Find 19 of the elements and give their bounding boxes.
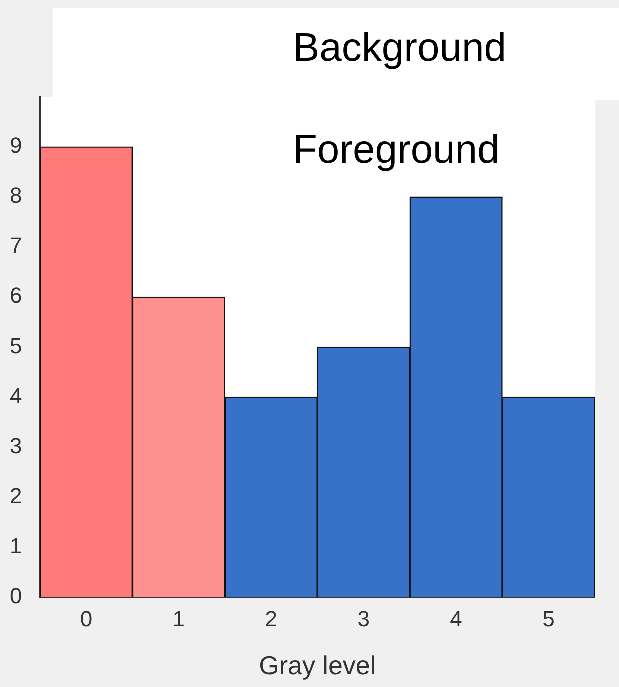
y-tick-label: 8 bbox=[10, 183, 22, 208]
x-tick-label: 4 bbox=[450, 606, 462, 632]
x-tick-label: 2 bbox=[265, 606, 278, 632]
x-tick-label: 0 bbox=[80, 606, 93, 632]
x-tick-label: 5 bbox=[542, 606, 555, 632]
y-tick-label: 3 bbox=[10, 433, 22, 458]
y-tick-label: 2 bbox=[10, 483, 22, 508]
y-tick-label: 1 bbox=[10, 533, 22, 558]
x-axis-title: Gray level bbox=[259, 650, 376, 681]
annotation: Foreground bbox=[293, 128, 500, 172]
x-tick-label: 3 bbox=[358, 606, 370, 632]
text: Background bbox=[293, 26, 506, 70]
y-tick-label: 0 bbox=[10, 583, 22, 608]
y-tick-label: 6 bbox=[10, 283, 22, 308]
y-tick-label: 4 bbox=[10, 383, 22, 408]
y-tick-label: 5 bbox=[10, 333, 22, 358]
x-tick-label: 1 bbox=[172, 606, 186, 632]
y-tick-label: 7 bbox=[10, 233, 22, 258]
y-tick-label: 9 bbox=[10, 133, 22, 158]
